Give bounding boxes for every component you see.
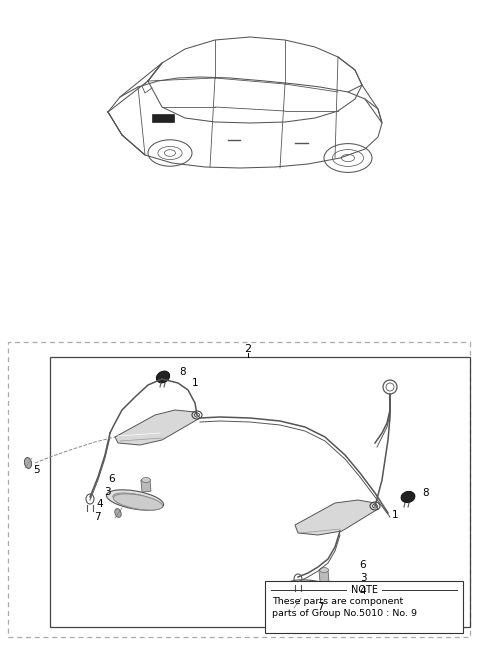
Ellipse shape: [320, 567, 328, 572]
Text: 3: 3: [104, 487, 110, 497]
Text: 5: 5: [34, 465, 40, 475]
Text: 3: 3: [360, 573, 366, 583]
Text: 8: 8: [180, 367, 186, 377]
Text: 6: 6: [360, 560, 366, 570]
Ellipse shape: [401, 491, 415, 502]
Ellipse shape: [115, 509, 121, 517]
Text: 6: 6: [108, 474, 115, 484]
Ellipse shape: [24, 458, 32, 468]
Text: 1: 1: [392, 510, 398, 520]
Bar: [152, 114, 174, 122]
Ellipse shape: [113, 494, 163, 510]
Text: 7: 7: [94, 512, 100, 522]
Bar: [265, 581, 463, 633]
Bar: [50, 357, 470, 627]
Bar: [319, 569, 329, 582]
Text: parts of Group No.5010 : No. 9: parts of Group No.5010 : No. 9: [272, 608, 417, 618]
Ellipse shape: [156, 371, 169, 383]
Text: 4: 4: [360, 586, 366, 596]
Text: 2: 2: [244, 344, 252, 354]
Text: These parts are component: These parts are component: [272, 597, 403, 605]
Polygon shape: [115, 410, 200, 445]
Text: 1: 1: [192, 378, 198, 388]
Ellipse shape: [113, 493, 157, 507]
Ellipse shape: [293, 584, 343, 600]
Ellipse shape: [293, 583, 337, 597]
Ellipse shape: [287, 580, 344, 600]
Bar: [141, 479, 151, 492]
Ellipse shape: [142, 477, 151, 483]
Polygon shape: [295, 500, 378, 535]
Text: 4: 4: [96, 499, 103, 509]
Text: NOTE: NOTE: [350, 585, 377, 595]
Text: 7: 7: [317, 602, 324, 612]
Ellipse shape: [294, 599, 300, 608]
Text: 8: 8: [423, 488, 429, 498]
Bar: [8, 342, 470, 637]
Ellipse shape: [107, 490, 164, 510]
